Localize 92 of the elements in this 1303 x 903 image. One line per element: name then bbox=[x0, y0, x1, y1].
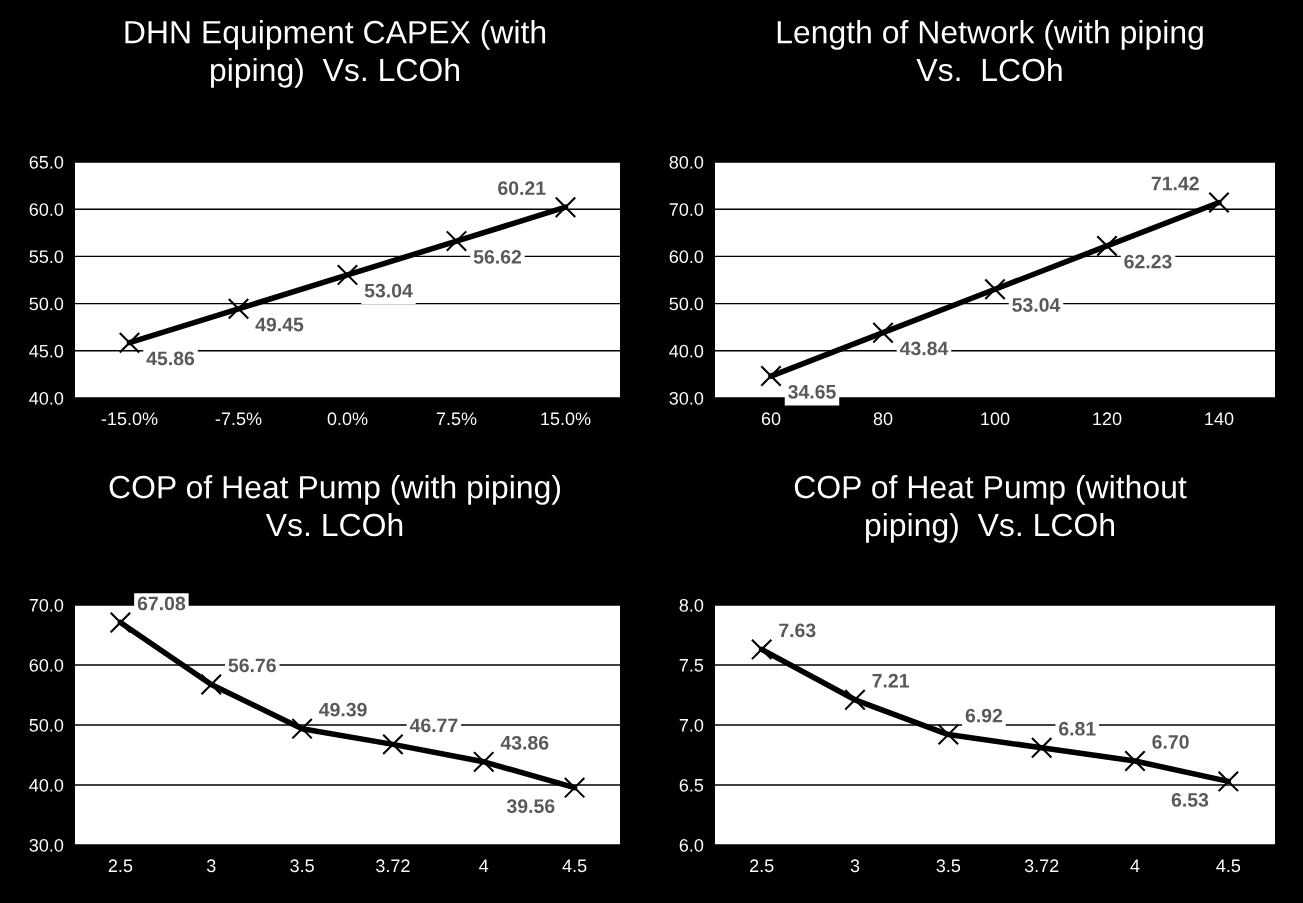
data-label: 43.86 bbox=[500, 735, 549, 750]
x-tick-label: 2.5 bbox=[750, 859, 774, 873]
data-label: 6.92 bbox=[965, 708, 1003, 723]
data-label: 7.21 bbox=[872, 673, 909, 688]
data-label: 71.42 bbox=[1151, 176, 1199, 191]
data-label: 56.76 bbox=[228, 658, 276, 673]
x-tick-label: 120 bbox=[1093, 412, 1122, 426]
point bbox=[445, 230, 468, 252]
data-label: 7.63 bbox=[779, 623, 816, 638]
point bbox=[336, 264, 359, 286]
point bbox=[118, 331, 141, 354]
y-tick-label: 55.0 bbox=[29, 250, 64, 264]
data-label: 46.77 bbox=[409, 718, 458, 733]
y-tick-label: 30.0 bbox=[29, 838, 64, 852]
x-tick-label: 4.5 bbox=[1216, 859, 1241, 873]
data-label: 34.65 bbox=[788, 384, 836, 399]
point bbox=[472, 751, 495, 773]
y-tick-label: 80.0 bbox=[669, 155, 704, 169]
x-tick-label: 3 bbox=[850, 859, 860, 873]
point bbox=[200, 673, 223, 696]
y-tick-label: 50.0 bbox=[29, 297, 64, 311]
x-tick-label: -15.0% bbox=[101, 412, 158, 426]
x-tick-label: -7.5% bbox=[215, 412, 262, 426]
y-tick-label: 8.0 bbox=[679, 598, 704, 612]
chart-title: COP of Heat Pump (with piping) Vs. LCOh bbox=[109, 475, 560, 537]
data-label: 6.53 bbox=[1171, 793, 1209, 807]
point bbox=[844, 689, 866, 711]
chart-title: COP of Heat Pump (without piping) Vs. LCOh bbox=[794, 475, 1187, 543]
data-label: 6.70 bbox=[1152, 735, 1189, 749]
x-tick-label: 3.5 bbox=[936, 859, 961, 873]
point bbox=[750, 638, 773, 661]
point bbox=[554, 196, 577, 218]
x-tick-label: 60 bbox=[761, 412, 781, 426]
x-tick-label: 3 bbox=[206, 859, 216, 873]
point bbox=[760, 365, 782, 387]
x-tick-label: 140 bbox=[1205, 412, 1234, 426]
point bbox=[1217, 770, 1240, 793]
point bbox=[984, 278, 1006, 301]
y-tick-label: 7.5 bbox=[679, 659, 704, 672]
x-tick-label: 4 bbox=[479, 859, 489, 872]
y-tick-label: 60.0 bbox=[29, 203, 64, 216]
y-tick-label: 50.0 bbox=[29, 718, 64, 732]
x-tick-label: 2.5 bbox=[108, 859, 133, 873]
x-tick-label: 4 bbox=[1130, 859, 1140, 872]
y-tick-label: 40.0 bbox=[29, 778, 64, 792]
y-tick-label: 50.0 bbox=[669, 297, 704, 311]
data-label: 45.86 bbox=[146, 351, 195, 366]
data-label: 49.39 bbox=[319, 702, 367, 717]
y-tick-label: 7.0 bbox=[679, 718, 704, 732]
x-tick-label: 15.0% bbox=[541, 412, 591, 426]
data-label: 6.81 bbox=[1059, 721, 1096, 736]
point bbox=[1208, 191, 1230, 214]
x-tick-label: 0.0% bbox=[327, 412, 368, 426]
chart-title: Length of Network (with piping Vs. LCOh bbox=[777, 20, 1203, 82]
data-label: 43.84 bbox=[899, 341, 949, 356]
y-tick-label: 70.0 bbox=[29, 598, 64, 612]
data-label: 62.23 bbox=[1124, 254, 1172, 269]
point bbox=[291, 717, 313, 740]
y-tick-label: 70.0 bbox=[669, 203, 704, 216]
y-tick-label: 6.0 bbox=[679, 838, 704, 852]
x-tick-label: 100 bbox=[981, 412, 1010, 426]
point bbox=[1124, 750, 1146, 772]
y-tick-label: 30.0 bbox=[669, 391, 704, 405]
x-tick-label: 3.72 bbox=[1024, 859, 1059, 873]
point bbox=[1030, 737, 1053, 759]
data-label: 56.62 bbox=[473, 249, 522, 264]
point bbox=[1096, 235, 1118, 257]
x-tick-label: 3.5 bbox=[290, 859, 314, 873]
point bbox=[227, 298, 250, 320]
y-tick-label: 45.0 bbox=[29, 344, 64, 358]
point bbox=[872, 321, 894, 344]
x-tick-label: 7.5% bbox=[436, 412, 477, 426]
data-label: 60.21 bbox=[498, 181, 546, 196]
y-tick-label: 40.0 bbox=[29, 391, 64, 405]
data-label: 53.04 bbox=[364, 283, 413, 298]
point bbox=[109, 611, 132, 634]
data-label: 67.08 bbox=[137, 596, 186, 611]
point bbox=[937, 723, 960, 746]
x-tick-label: 80 bbox=[873, 412, 893, 426]
chart-title: DHN Equipment CAPEX (with piping) Vs. LCOh bbox=[125, 20, 546, 88]
point bbox=[382, 733, 404, 756]
y-tick-label: 40.0 bbox=[669, 344, 704, 358]
y-tick-label: 60.0 bbox=[669, 250, 704, 264]
data-label: 39.56 bbox=[506, 799, 555, 814]
y-tick-label: 6.5 bbox=[679, 778, 704, 792]
y-tick-label: 60.0 bbox=[29, 658, 64, 672]
y-tick-label: 65.0 bbox=[29, 155, 64, 169]
x-tick-label: 3.72 bbox=[376, 859, 410, 873]
data-label: 53.04 bbox=[1012, 298, 1061, 312]
point bbox=[563, 776, 586, 799]
data-label: 49.45 bbox=[255, 317, 304, 332]
x-tick-label: 4.5 bbox=[562, 859, 587, 873]
